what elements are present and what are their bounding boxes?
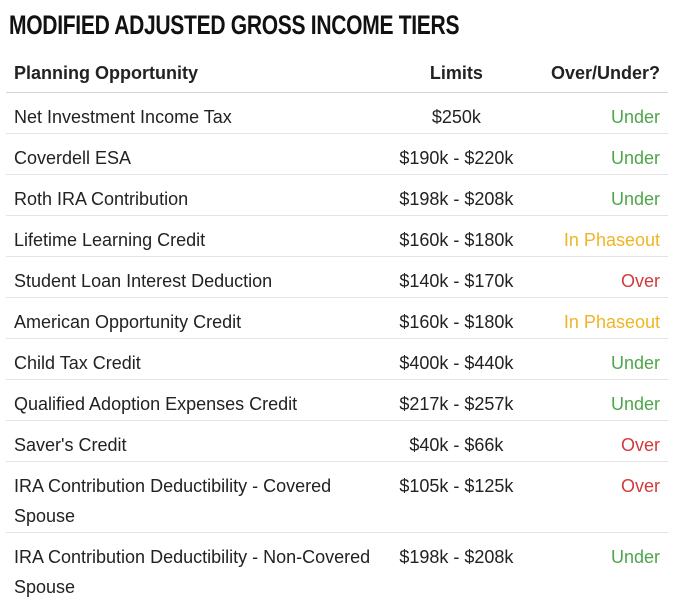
opportunity-cell: IRA Contribution Deductibility - Covered… xyxy=(6,462,380,533)
status-cell: Under xyxy=(532,93,668,134)
table-row: Roth IRA Contribution $198k - $208k Unde… xyxy=(6,175,668,216)
table-row: Child Tax Credit $400k - $440k Under xyxy=(6,339,668,380)
limits-cell: $140k - $170k xyxy=(380,257,532,298)
limits-cell: $217k - $257k xyxy=(380,380,532,421)
table-row: Net Investment Income Tax $250k Under xyxy=(6,93,668,134)
status-cell: Over xyxy=(532,462,668,533)
page-title: MODIFIED ADJUSTED GROSS INCOME TIERS xyxy=(9,9,459,41)
status-cell: Under xyxy=(532,339,668,380)
status-cell: Over xyxy=(532,257,668,298)
table-row: Student Loan Interest Deduction $140k - … xyxy=(6,257,668,298)
status-cell: In Phaseout xyxy=(532,216,668,257)
limits-cell: $105k - $125k xyxy=(380,462,532,533)
opportunity-cell: Net Investment Income Tax xyxy=(6,93,380,134)
opportunity-cell: IRA Contribution Deductibility - Non-Cov… xyxy=(6,533,380,603)
limits-cell: $250k xyxy=(380,93,532,134)
limits-cell: $400k - $440k xyxy=(380,339,532,380)
table-row: IRA Contribution Deductibility - Non-Cov… xyxy=(6,533,668,603)
status-cell: Under xyxy=(532,533,668,603)
limits-cell: $160k - $180k xyxy=(380,216,532,257)
table-header-row: Planning Opportunity Limits Over/Under? xyxy=(6,54,668,93)
table-row: Saver's Credit $40k - $66k Over xyxy=(6,421,668,462)
table-row: Coverdell ESA $190k - $220k Under xyxy=(6,134,668,175)
opportunity-cell: Saver's Credit xyxy=(6,421,380,462)
column-header-status: Over/Under? xyxy=(532,54,668,93)
limits-cell: $160k - $180k xyxy=(380,298,532,339)
column-header-opportunity: Planning Opportunity xyxy=(6,54,380,93)
limits-cell: $198k - $208k xyxy=(380,533,532,603)
status-cell: Under xyxy=(532,380,668,421)
opportunity-cell: Coverdell ESA xyxy=(6,134,380,175)
magi-tiers-table: Planning Opportunity Limits Over/Under? … xyxy=(6,54,668,603)
status-cell: Under xyxy=(532,134,668,175)
opportunity-cell: Qualified Adoption Expenses Credit xyxy=(6,380,380,421)
opportunity-cell: Student Loan Interest Deduction xyxy=(6,257,380,298)
page: MODIFIED ADJUSTED GROSS INCOME TIERS Pla… xyxy=(0,0,681,590)
status-cell: Under xyxy=(532,175,668,216)
opportunity-cell: Lifetime Learning Credit xyxy=(6,216,380,257)
column-header-limits: Limits xyxy=(380,54,532,93)
limits-cell: $40k - $66k xyxy=(380,421,532,462)
table-row: Lifetime Learning Credit $160k - $180k I… xyxy=(6,216,668,257)
table-row: American Opportunity Credit $160k - $180… xyxy=(6,298,668,339)
table-row: IRA Contribution Deductibility - Covered… xyxy=(6,462,668,533)
status-cell: In Phaseout xyxy=(532,298,668,339)
limits-cell: $190k - $220k xyxy=(380,134,532,175)
opportunity-cell: Child Tax Credit xyxy=(6,339,380,380)
opportunity-cell: Roth IRA Contribution xyxy=(6,175,380,216)
status-cell: Over xyxy=(532,421,668,462)
table-row: Qualified Adoption Expenses Credit $217k… xyxy=(6,380,668,421)
opportunity-cell: American Opportunity Credit xyxy=(6,298,380,339)
limits-cell: $198k - $208k xyxy=(380,175,532,216)
